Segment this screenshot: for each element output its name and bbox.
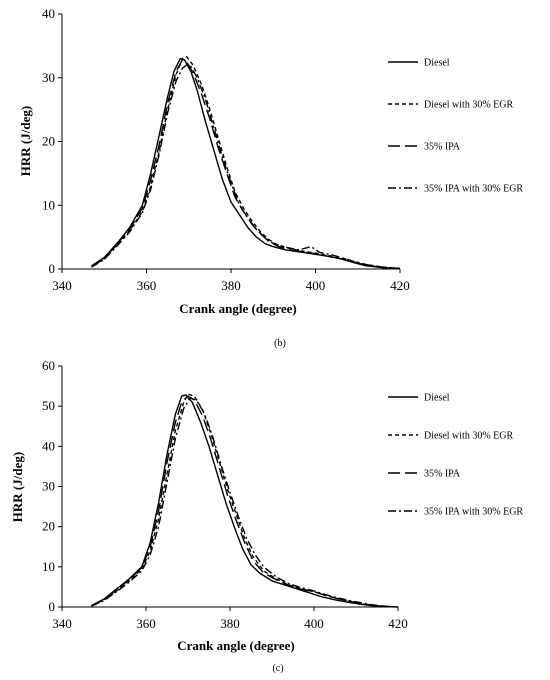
chart-b-x-axis-label: Crank angle (degree): [179, 301, 296, 316]
chart-c-series-line-3: [91, 395, 399, 608]
chart-b-y-axis-label: HRR (J/deg): [18, 106, 33, 176]
chart-c-plot-area: 0 10 20 30 40 50 60 340 360 380 400 420: [42, 358, 408, 631]
chart-c-legend-label-2: Diesel with 30% EGR: [424, 431, 513, 442]
chart-c-x-tick-label: 420: [388, 616, 408, 631]
chart-c-x-tick-label: 340: [52, 616, 72, 631]
chart-c-x-tick-label: 400: [304, 616, 324, 631]
chart-c-caption: (c): [272, 663, 283, 674]
chart-c-y-axis-label: HRR (J/deg): [10, 452, 25, 522]
chart-c-y-tick-label: 30: [42, 479, 55, 494]
chart-b-series-line-1: [91, 57, 401, 270]
chart-c-x-axis-label: Crank angle (degree): [177, 638, 294, 653]
chart-c-legend-label-3: 35% IPA: [424, 469, 461, 480]
chart-c-y-tick-label: 20: [42, 519, 55, 534]
chart-b-legend-label-3: 35% IPA: [424, 142, 461, 153]
chart-b-caption: (b): [274, 338, 286, 349]
chart-c-x-tick-label: 380: [220, 616, 240, 631]
chart-b-series-line-2: [91, 56, 401, 270]
chart-c-y-tick-label: 50: [42, 398, 55, 413]
chart-b-legend-label-4: 35% IPA with 30% EGR: [424, 184, 523, 195]
chart-b-series-line-3: [91, 59, 401, 270]
chart-c-legend: Diesel Diesel with 30% EGR 35% IPA 35% IPA …: [388, 393, 523, 518]
chart-b-x-tick-label: 360: [137, 278, 157, 293]
chart-b-y-tick-label: 40: [42, 6, 55, 21]
chart-b-y-tick-label: 10: [42, 197, 55, 212]
chart-c-y-tick-label: 0: [49, 599, 56, 614]
chart-c-y-tick-label: 10: [42, 559, 55, 574]
chart-b-legend: Diesel Diesel with 30% EGR 35% IPA 35% IPA …: [388, 58, 523, 195]
chart-b-x-tick-label: 380: [221, 278, 241, 293]
chart-c-series-line-1: [91, 394, 399, 608]
chart-b-legend-label-2: Diesel with 30% EGR: [424, 100, 513, 111]
chart-c-series-line-4: [91, 397, 399, 608]
chart-b-series-line-4: [91, 64, 401, 270]
chart-b-x-tick-label: 340: [52, 278, 72, 293]
chart-c: 0 10 20 30 40 50 60 340 360 380 400 420 Crank angle…: [10, 358, 523, 674]
chart-b: 0 10 20 30 40 340 360 380 400 420 Crank angle (de…: [18, 6, 523, 349]
chart-b-x-tick-label: 400: [306, 278, 326, 293]
chart-b-legend-label-1: Diesel: [424, 58, 450, 69]
chart-b-y-tick-label: 30: [42, 70, 55, 85]
chart-b-plot-area: 0 10 20 30 40 340 360 380 400 420: [42, 6, 410, 293]
chart-c-y-tick-label: 60: [42, 358, 55, 373]
chart-b-y-tick-label: 0: [49, 261, 56, 276]
chart-b-y-tick-label: 20: [42, 134, 55, 149]
chart-c-x-tick-label: 360: [136, 616, 156, 631]
chart-c-y-tick-label: 40: [42, 438, 55, 453]
chart-c-legend-label-4: 35% IPA with 30% EGR: [424, 507, 523, 518]
chart-b-x-tick-label: 420: [390, 278, 410, 293]
chart-c-legend-label-1: Diesel: [424, 393, 450, 404]
